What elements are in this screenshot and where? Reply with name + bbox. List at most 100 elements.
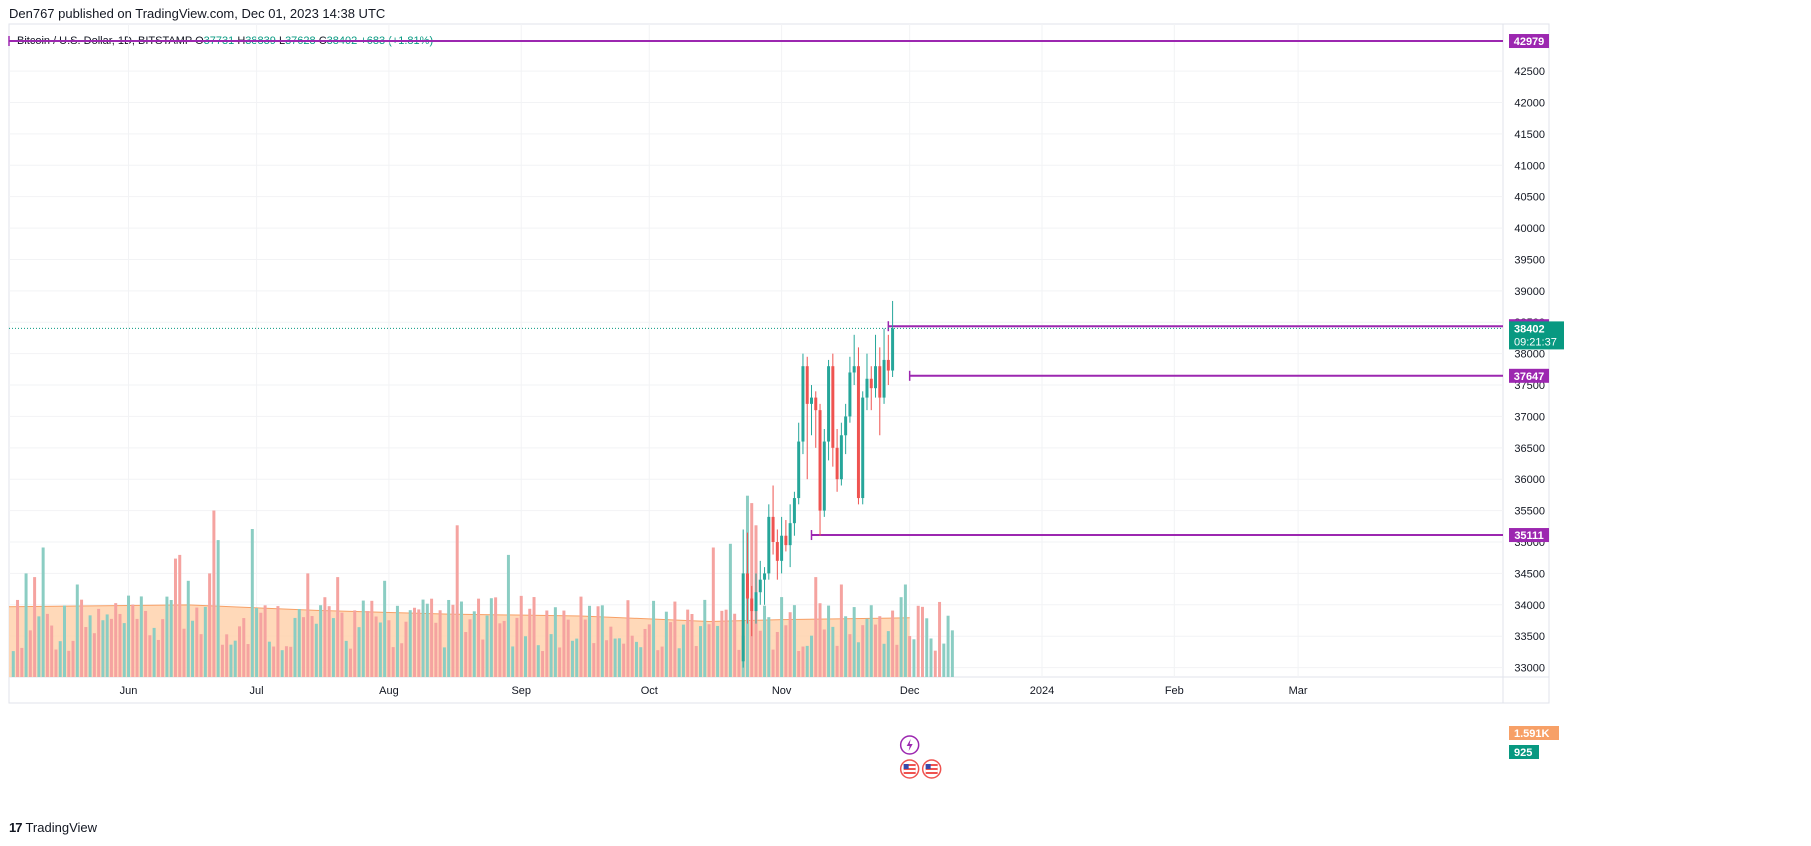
volume-bar [711, 547, 715, 677]
volume-bar [144, 610, 148, 677]
volume-bar [391, 647, 395, 677]
candle-body [792, 498, 796, 524]
candle-body [788, 523, 792, 546]
candle-body [848, 372, 852, 417]
volume-bar [920, 606, 924, 677]
volume-bar [173, 558, 177, 677]
volume-bar [656, 650, 660, 677]
volume-bar [771, 649, 775, 677]
volume-bar [634, 641, 638, 677]
volume-bar [370, 600, 374, 677]
volume-bar [506, 554, 510, 677]
volume-bar [707, 624, 711, 677]
volume-bar [511, 646, 515, 677]
volume-bar [570, 640, 574, 677]
volume-bar [50, 625, 54, 677]
volume-bar [861, 625, 865, 677]
volume-bar [131, 604, 135, 677]
candle-body [775, 542, 779, 561]
volume-bar [699, 626, 703, 677]
candle-body [822, 441, 826, 511]
volume-bar [413, 607, 417, 677]
volume-bar [852, 607, 856, 677]
volume-bar [498, 623, 502, 677]
volume-bar [109, 618, 113, 677]
volume-bar [430, 598, 434, 677]
volume-bar [203, 606, 207, 677]
volume-bar [856, 642, 860, 677]
candle-body [844, 416, 848, 436]
volume-bar [225, 634, 229, 677]
candle-body [784, 535, 788, 546]
volume-bar [272, 646, 276, 677]
volume-bar [882, 643, 886, 677]
volume-bar [494, 597, 498, 677]
volume-bar [916, 605, 920, 677]
y-tick-label: 39500 [1514, 254, 1545, 266]
volume-bar [549, 634, 553, 677]
volume-bar [88, 615, 92, 677]
x-tick-label: 2024 [1030, 685, 1054, 697]
volume-bar [383, 580, 387, 677]
flag-canton [925, 764, 931, 769]
volume-bar [502, 620, 506, 677]
candle-body [839, 435, 843, 480]
volume-bar [677, 648, 681, 677]
volume-bar [216, 540, 220, 677]
tradingview-logo-icon: 17 [9, 820, 23, 835]
volume-bar [122, 623, 126, 677]
volume-bar [340, 612, 344, 677]
volume-bar [353, 610, 357, 677]
volume-ma-value: 1.591K [1514, 728, 1550, 740]
last-price-label: 38402 [1514, 323, 1545, 335]
volume-bar [485, 615, 489, 677]
y-tick-label: 36000 [1514, 474, 1545, 486]
volume-bar [165, 596, 169, 677]
volume-bar [878, 616, 882, 677]
volume-bar [459, 601, 463, 677]
volume-bar [673, 601, 677, 677]
volume-bar [703, 599, 707, 677]
candle-body [827, 366, 831, 442]
volume-bar [208, 573, 212, 677]
volume-bar [156, 639, 160, 677]
x-tick-label: Mar [1289, 685, 1308, 697]
volume-bar [169, 600, 173, 677]
x-tick-label: Nov [772, 685, 792, 697]
volume-bar [690, 613, 694, 677]
candle-body [767, 516, 771, 574]
volume-bar [182, 628, 186, 677]
volume-bar [724, 609, 728, 677]
volume-bar [950, 630, 954, 677]
tradingview-footer[interactable]: 17 TradingView [9, 820, 97, 835]
flag-stripes [925, 764, 938, 774]
volume-bar [728, 543, 732, 677]
volume-bar [118, 613, 122, 677]
y-tick-label: 37000 [1514, 411, 1545, 423]
volume-bar [323, 597, 327, 677]
volume-bar [75, 584, 79, 677]
volume-bar [220, 644, 224, 677]
volume-bar [41, 547, 45, 677]
candle-body [758, 579, 762, 593]
candle-body [741, 573, 745, 662]
volume-bar [246, 644, 250, 677]
volume-value: 925 [1514, 747, 1532, 759]
volume-bar [775, 631, 779, 677]
y-tick-label: 39000 [1514, 286, 1545, 298]
volume-bar [780, 597, 784, 677]
volume-bar [84, 627, 88, 677]
volume-bar [62, 605, 66, 677]
volume-bar [71, 640, 75, 677]
candle-body [831, 366, 835, 448]
volume-bar [737, 649, 741, 677]
volume-bar [541, 651, 545, 677]
volume-bar [378, 622, 382, 677]
candle-body [763, 573, 767, 580]
volume-bar [763, 605, 767, 677]
volume-bar [874, 624, 878, 677]
candle-body [865, 378, 869, 398]
level-price-tag [1509, 34, 1549, 49]
volume-bar [558, 647, 562, 677]
